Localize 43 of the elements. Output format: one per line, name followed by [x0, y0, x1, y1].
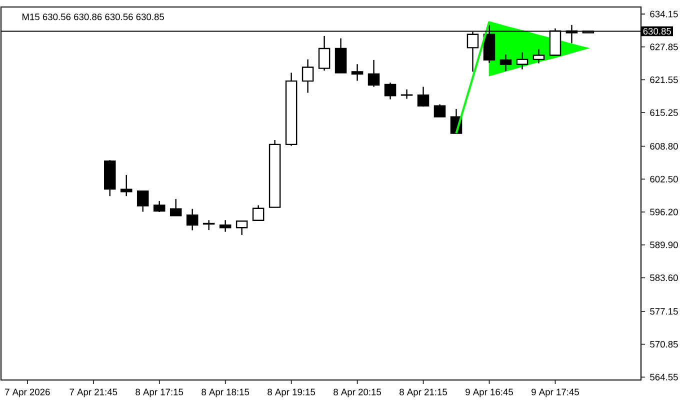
candlestick: [351, 64, 364, 82]
x-tick-label: 9 Apr 16:45: [466, 388, 513, 398]
y-tick-label: 583.60: [650, 274, 678, 282]
candlestick: [417, 86, 430, 108]
x-tick-label: 7 Apr 21:45: [70, 388, 118, 398]
candlestick: [186, 208, 198, 232]
candlestick: [120, 174, 132, 197]
candlestick: [532, 48, 545, 64]
candlestick: [153, 200, 166, 213]
y-tick-label: 627.85: [650, 44, 678, 50]
y-tick-label: 615.25: [650, 110, 678, 116]
y-tick-label: 602.50: [650, 176, 678, 183]
ref-line-label: 630.85: [643, 28, 671, 35]
y-tick-label: 589.90: [650, 242, 678, 248]
y-tick-label: 634.15: [650, 10, 678, 18]
y-tick-label: 564.55: [650, 374, 678, 381]
candlestick: [368, 60, 380, 88]
candlestick: [434, 104, 446, 118]
y-tick-label: 608.80: [650, 143, 678, 150]
candlestick: [400, 89, 413, 100]
y-tick-label: 621.55: [650, 76, 678, 84]
candlestick: [202, 220, 215, 231]
candlestick: [500, 54, 512, 72]
candlestick: [219, 220, 232, 233]
x-tick-label: 8 Apr 17:15: [136, 388, 184, 398]
candlestick: [136, 190, 149, 213]
y-tick-label: 570.85: [650, 341, 678, 348]
y-tick-label: 596.20: [650, 208, 678, 216]
candlestick: [170, 198, 182, 216]
candlestick: [318, 36, 330, 72]
text: M15 630.56 630.86 630.56 630.85: [22, 14, 164, 20]
x-tick-label: 7 Apr 2026: [5, 388, 50, 398]
candlestick: [302, 59, 314, 94]
x-tick-label: 9 Apr 17:45: [532, 388, 579, 398]
x-tick-label: 8 Apr 18:15: [202, 388, 250, 398]
candlestick: [252, 204, 264, 222]
x-tick-label: 8 Apr 21:15: [400, 388, 447, 398]
candlestick: [516, 52, 528, 70]
candlestick: [384, 82, 396, 100]
x-tick-label: 8 Apr 20:15: [334, 388, 382, 398]
y-tick-label: 577.15: [650, 308, 678, 315]
candlestick: [236, 220, 248, 236]
x-tick-label: 8 Apr 19:15: [268, 388, 316, 398]
